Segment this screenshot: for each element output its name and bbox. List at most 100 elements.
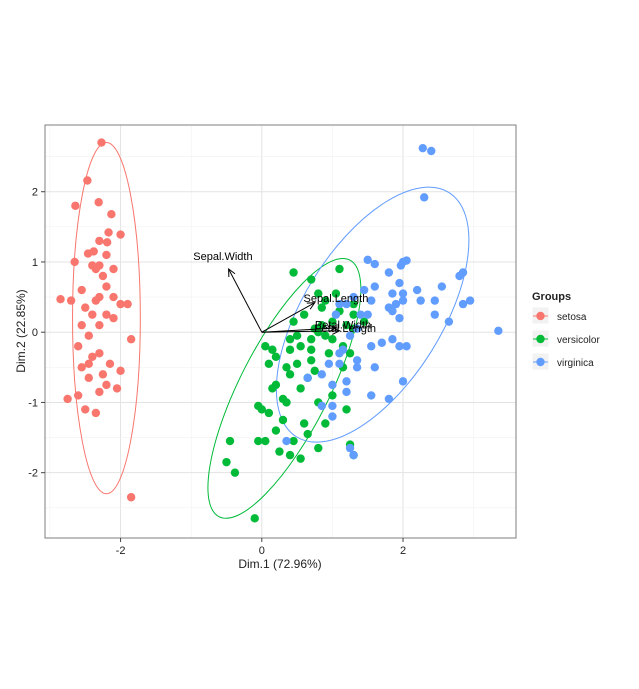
point-virginica [384, 394, 394, 404]
point-versicolor [268, 345, 277, 354]
point-setosa [105, 359, 115, 369]
point-virginica [396, 261, 406, 270]
point-setosa [116, 230, 125, 239]
point-setosa [95, 261, 104, 270]
point-versicolor [261, 436, 270, 446]
point-versicolor [314, 289, 323, 298]
point-versicolor [307, 356, 316, 365]
point-virginica [335, 299, 344, 309]
point-versicolor [321, 296, 330, 305]
point-versicolor [310, 366, 319, 376]
legend-label-virginica: virginica [557, 358, 594, 369]
point-setosa [95, 387, 104, 397]
point-versicolor [349, 310, 358, 319]
point-setosa [56, 294, 65, 304]
point-virginica [398, 296, 408, 305]
point-setosa [126, 335, 136, 344]
point-versicolor [296, 342, 305, 351]
point-setosa [102, 310, 111, 319]
point-versicolor [278, 415, 288, 425]
x-tick-label: 2 [400, 545, 406, 557]
y-tick-label: 0 [32, 327, 38, 339]
legend-label-versicolor: versicolor [557, 335, 600, 346]
point-versicolor [282, 398, 291, 407]
variable-label: Sepal.Length [304, 293, 369, 305]
point-virginica [356, 310, 365, 319]
arrowhead-Sepal.Width [228, 267, 236, 278]
point-virginica [458, 268, 468, 277]
point-versicolor [285, 345, 295, 354]
point-virginica [398, 377, 408, 386]
point-setosa [107, 210, 116, 219]
point-virginica [303, 373, 312, 383]
point-setosa [77, 320, 86, 330]
point-setosa [97, 138, 106, 147]
point-virginica [420, 193, 429, 202]
point-virginica [328, 412, 337, 421]
point-setosa [102, 238, 112, 247]
point-setosa [95, 349, 104, 358]
point-versicolor [314, 443, 323, 453]
point-virginica [444, 317, 454, 326]
point-virginica [342, 299, 351, 309]
point-versicolor [342, 320, 351, 330]
y-tick-label: 2 [32, 187, 38, 199]
point-versicolor [222, 457, 231, 467]
point-virginica [388, 335, 397, 344]
point-virginica [335, 349, 344, 358]
point-virginica [458, 299, 468, 309]
point-virginica [352, 324, 362, 333]
point-virginica [418, 143, 427, 153]
point-virginica [416, 296, 425, 305]
point-setosa [94, 198, 103, 207]
point-virginica [349, 450, 358, 460]
point-setosa [88, 261, 97, 270]
y-tick-label: -2 [28, 468, 38, 480]
legend-key-dot [536, 334, 545, 344]
point-versicolor [289, 268, 298, 277]
grid-lines [45, 125, 516, 538]
point-versicolor [345, 349, 355, 358]
point-virginica [430, 310, 439, 319]
point-setosa [71, 201, 80, 210]
point-setosa [102, 380, 111, 390]
point-versicolor [321, 419, 330, 428]
point-virginica [384, 268, 394, 277]
point-versicolor [285, 335, 295, 344]
point-versicolor [317, 320, 327, 330]
point-versicolor [328, 317, 337, 326]
point-versicolor [282, 363, 291, 372]
point-virginica [367, 342, 376, 351]
panel-border [44, 124, 517, 539]
point-virginica [377, 338, 387, 347]
point-versicolor [271, 380, 281, 390]
point-versicolor [230, 468, 240, 477]
point-versicolor [271, 352, 281, 361]
point-versicolor [342, 405, 351, 414]
point-virginica [317, 401, 327, 411]
point-virginica [437, 282, 447, 291]
point-setosa [102, 250, 111, 260]
point-virginica [282, 436, 291, 446]
point-setosa [73, 391, 83, 400]
point-versicolor [257, 405, 266, 414]
point-virginica [345, 443, 355, 453]
legend: Groups setosa versicolor virginica [531, 291, 600, 371]
point-virginica [430, 296, 439, 305]
point-setosa [116, 299, 125, 309]
point-versicolor [289, 317, 298, 326]
point-versicolor [307, 345, 316, 354]
arrowhead-Petal.Length [331, 326, 341, 335]
point-versicolor [254, 436, 263, 446]
data-points [56, 138, 503, 523]
point-versicolor [285, 450, 295, 460]
y-tick-label: 1 [32, 257, 38, 269]
point-versicolor [250, 514, 259, 523]
point-setosa [77, 285, 86, 295]
point-virginica [324, 359, 334, 369]
point-setosa [81, 303, 90, 312]
point-virginica [328, 380, 337, 390]
ellipse-setosa [72, 142, 141, 495]
point-setosa [104, 228, 113, 237]
